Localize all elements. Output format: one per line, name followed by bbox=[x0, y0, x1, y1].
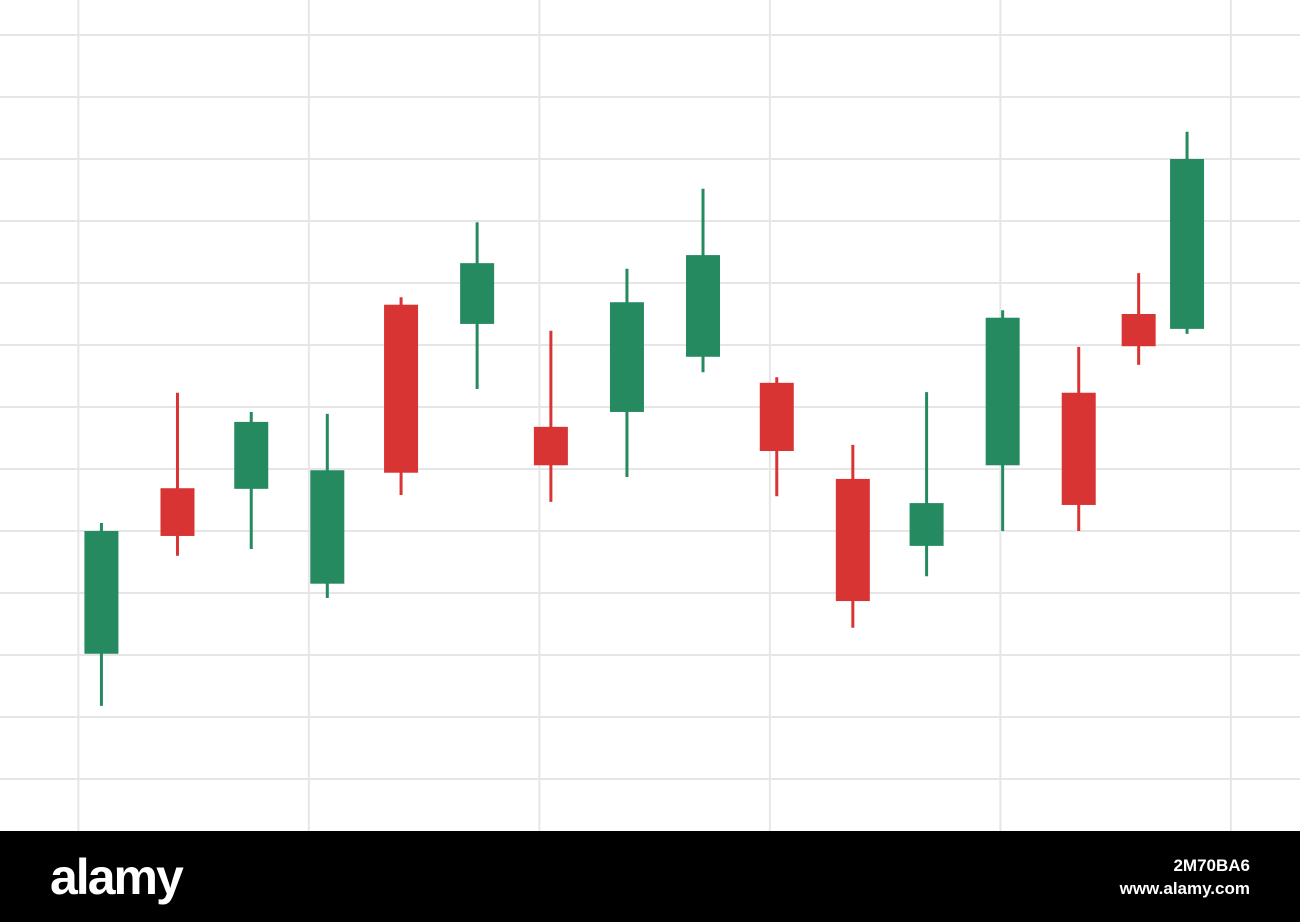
candle-body bbox=[985, 317, 1020, 466]
plot bbox=[0, 0, 1300, 831]
candle-body bbox=[384, 304, 419, 473]
footer-bar bbox=[0, 831, 1300, 922]
candle-body bbox=[835, 478, 870, 602]
candle-body bbox=[234, 421, 269, 489]
candle-body bbox=[686, 255, 721, 357]
footer-image-id: 2M70BA6 bbox=[1173, 856, 1250, 875]
candle-body bbox=[609, 302, 644, 412]
candle-body bbox=[909, 503, 944, 546]
candle-body bbox=[160, 488, 195, 536]
footer-url: www.alamy.com bbox=[1119, 879, 1250, 898]
candle-body bbox=[759, 382, 794, 452]
candle-body bbox=[1061, 392, 1096, 505]
footer-logo: alamy bbox=[50, 849, 184, 905]
candle-body bbox=[310, 470, 345, 584]
candle-body bbox=[1121, 314, 1156, 347]
candle-body bbox=[460, 263, 495, 324]
candle-body bbox=[533, 426, 568, 466]
candle-body bbox=[1170, 159, 1205, 329]
candle-body bbox=[84, 531, 119, 654]
plot-background bbox=[0, 0, 1300, 831]
